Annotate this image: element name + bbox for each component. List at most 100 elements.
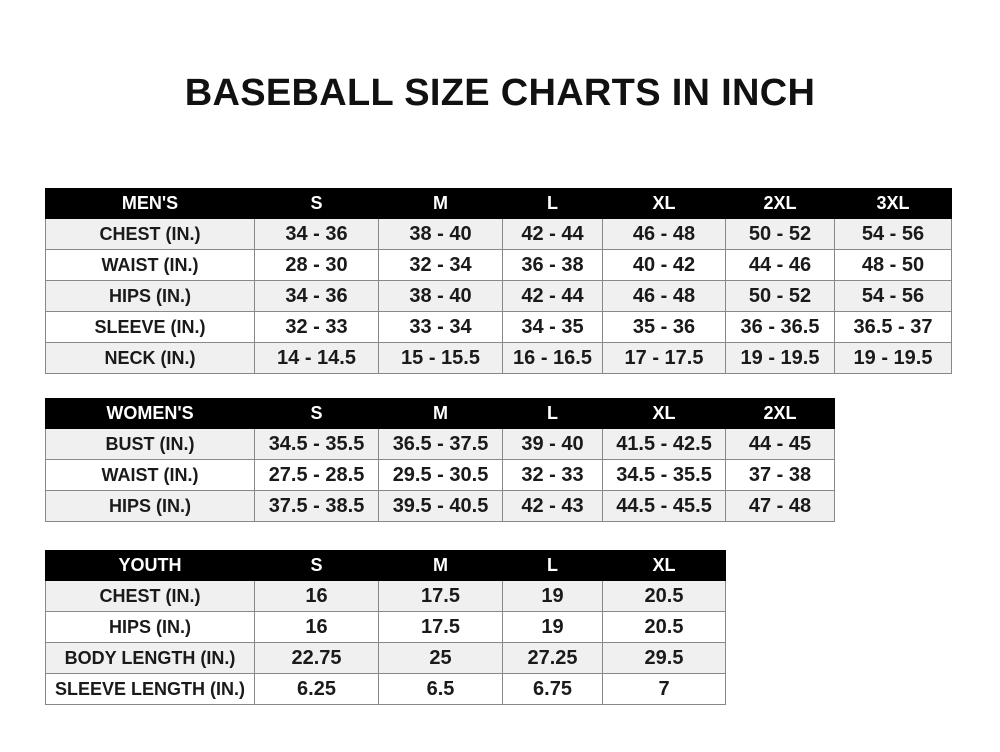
header-row: WOMEN'S S M L XL 2XL [45, 398, 835, 429]
size-header: M [378, 550, 503, 581]
size-value-cell: 34 - 35 [502, 311, 603, 343]
size-value-cell: 32 - 33 [502, 459, 603, 491]
size-value-cell: 27.5 - 28.5 [254, 459, 379, 491]
category-header: WOMEN'S [45, 398, 255, 429]
size-value-cell: 6.5 [378, 673, 503, 705]
size-value-cell: 27.25 [502, 642, 603, 674]
size-value-cell: 46 - 48 [602, 280, 726, 312]
size-header: L [502, 188, 603, 219]
size-header: 2XL [725, 188, 835, 219]
size-header: XL [602, 550, 726, 581]
size-value-cell: 6.25 [254, 673, 379, 705]
mens-size-table: MEN'S S M L XL 2XL 3XL CHEST (IN.) 34 - 36 38 - 4… [45, 188, 952, 374]
size-value-cell: 44.5 - 45.5 [602, 490, 726, 522]
size-value-cell: 16 [254, 580, 379, 612]
measurement-label: BUST (IN.) [45, 428, 255, 460]
size-value-cell: 6.75 [502, 673, 603, 705]
table-row: SLEEVE (IN.) 32 - 33 33 - 34 34 - 35 35 - 36… [45, 311, 952, 343]
measurement-label: WAIST (IN.) [45, 459, 255, 491]
size-value-cell: 50 - 52 [725, 218, 835, 250]
size-value-cell: 17.5 [378, 580, 503, 612]
size-header: S [254, 550, 379, 581]
table-row: CHEST (IN.) 34 - 36 38 - 40 42 - 44 46 - 48 5… [45, 218, 952, 250]
table-row: WAIST (IN.) 27.5 - 28.5 29.5 - 30.5 32 - 33… [45, 459, 835, 491]
table-row: HIPS (IN.) 34 - 36 38 - 40 42 - 44 46 - 48 50… [45, 280, 952, 312]
size-value-cell: 36 - 38 [502, 249, 603, 281]
size-value-cell: 35 - 36 [602, 311, 726, 343]
size-value-cell: 19 - 19.5 [725, 342, 835, 374]
size-value-cell: 38 - 40 [378, 280, 503, 312]
size-value-cell: 34.5 - 35.5 [602, 459, 726, 491]
size-value-cell: 47 - 48 [725, 490, 835, 522]
size-header: L [502, 550, 603, 581]
size-header: 3XL [834, 188, 952, 219]
measurement-label: NECK (IN.) [45, 342, 255, 374]
size-value-cell: 44 - 46 [725, 249, 835, 281]
size-value-cell: 16 [254, 611, 379, 643]
table-row: WAIST (IN.) 28 - 30 32 - 34 36 - 38 40 - 42 4… [45, 249, 952, 281]
size-header: M [378, 188, 503, 219]
measurement-label: SLEEVE LENGTH (IN.) [45, 673, 255, 705]
table-row: BUST (IN.) 34.5 - 35.5 36.5 - 37.5 39 - 40 4… [45, 428, 835, 460]
measurement-label: BODY LENGTH (IN.) [45, 642, 255, 674]
size-value-cell: 46 - 48 [602, 218, 726, 250]
size-value-cell: 29.5 - 30.5 [378, 459, 503, 491]
measurement-label: SLEEVE (IN.) [45, 311, 255, 343]
size-header: S [254, 188, 379, 219]
size-header: 2XL [725, 398, 835, 429]
size-value-cell: 22.75 [254, 642, 379, 674]
size-value-cell: 41.5 - 42.5 [602, 428, 726, 460]
size-value-cell: 37.5 - 38.5 [254, 490, 379, 522]
size-value-cell: 34 - 36 [254, 218, 379, 250]
table-row: CHEST (IN.) 16 17.5 19 20.5 [45, 580, 726, 612]
size-header: S [254, 398, 379, 429]
category-header: YOUTH [45, 550, 255, 581]
size-header: M [378, 398, 503, 429]
size-value-cell: 36.5 - 37.5 [378, 428, 503, 460]
size-value-cell: 16 - 16.5 [502, 342, 603, 374]
size-value-cell: 19 [502, 580, 603, 612]
measurement-label: CHEST (IN.) [45, 580, 255, 612]
size-value-cell: 29.5 [602, 642, 726, 674]
size-value-cell: 28 - 30 [254, 249, 379, 281]
size-value-cell: 32 - 34 [378, 249, 503, 281]
size-value-cell: 39 - 40 [502, 428, 603, 460]
size-value-cell: 20.5 [602, 580, 726, 612]
measurement-label: HIPS (IN.) [45, 490, 255, 522]
measurement-label: HIPS (IN.) [45, 611, 255, 643]
header-row: MEN'S S M L XL 2XL 3XL [45, 188, 952, 219]
size-value-cell: 19 [502, 611, 603, 643]
table-row: NECK (IN.) 14 - 14.5 15 - 15.5 16 - 16.5 17 … [45, 342, 952, 374]
size-value-cell: 54 - 56 [834, 218, 952, 250]
size-value-cell: 40 - 42 [602, 249, 726, 281]
size-value-cell: 34 - 36 [254, 280, 379, 312]
size-value-cell: 36 - 36.5 [725, 311, 835, 343]
size-value-cell: 25 [378, 642, 503, 674]
table-row: SLEEVE LENGTH (IN.) 6.25 6.5 6.75 7 [45, 673, 726, 705]
size-value-cell: 7 [602, 673, 726, 705]
size-header: XL [602, 398, 726, 429]
size-header: L [502, 398, 603, 429]
page-title: BASEBALL SIZE CHARTS IN INCH [184, 72, 816, 114]
size-value-cell: 37 - 38 [725, 459, 835, 491]
measurement-label: WAIST (IN.) [45, 249, 255, 281]
size-value-cell: 44 - 45 [725, 428, 835, 460]
size-header: XL [602, 188, 726, 219]
size-value-cell: 34.5 - 35.5 [254, 428, 379, 460]
size-value-cell: 20.5 [602, 611, 726, 643]
size-value-cell: 17 - 17.5 [602, 342, 726, 374]
womens-size-table: WOMEN'S S M L XL 2XL BUST (IN.) 34.5 - 35.5 36.5… [45, 398, 835, 522]
size-value-cell: 39.5 - 40.5 [378, 490, 503, 522]
table-row: BODY LENGTH (IN.) 22.75 25 27.25 29.5 [45, 642, 726, 674]
size-value-cell: 50 - 52 [725, 280, 835, 312]
size-value-cell: 38 - 40 [378, 218, 503, 250]
size-value-cell: 32 - 33 [254, 311, 379, 343]
size-value-cell: 14 - 14.5 [254, 342, 379, 374]
table-row: HIPS (IN.) 16 17.5 19 20.5 [45, 611, 726, 643]
size-value-cell: 42 - 44 [502, 280, 603, 312]
youth-size-table: YOUTH S M L XL CHEST (IN.) 16 17.5 19 20.5 HIPS (I… [45, 550, 726, 705]
size-value-cell: 42 - 44 [502, 218, 603, 250]
measurement-label: HIPS (IN.) [45, 280, 255, 312]
size-value-cell: 33 - 34 [378, 311, 503, 343]
size-value-cell: 17.5 [378, 611, 503, 643]
